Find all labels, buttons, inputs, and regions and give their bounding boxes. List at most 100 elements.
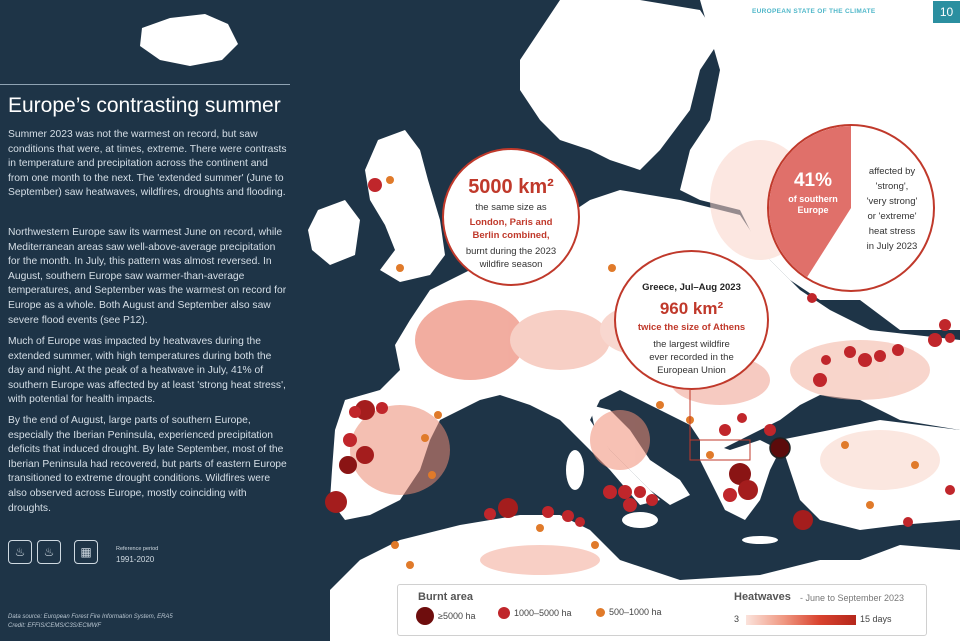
burnt-marker <box>618 485 632 499</box>
burnt-marker <box>892 344 904 356</box>
heatwave-area <box>415 300 525 380</box>
burnt-marker <box>536 524 544 532</box>
burnt-marker <box>729 463 751 485</box>
paragraph-1: Summer 2023 was not the warmest on recor… <box>8 129 287 199</box>
burnt-marker <box>368 178 382 192</box>
burnt-marker <box>608 264 616 272</box>
paragraph-2: Northwestern Europe saw its warmest June… <box>8 227 287 326</box>
heat-stress-desc-3: 'very strong' <box>866 196 918 207</box>
heat-stress-percent: 41% <box>793 170 833 191</box>
burnt-area-line1: the same size as <box>475 202 547 213</box>
burnt-area-value: 5000 km² <box>468 176 554 198</box>
paragraph-3: Much of Europe was impacted by heatwaves… <box>8 336 286 406</box>
legend-large-label: ≥5000 ha <box>438 611 476 621</box>
heatwave-area <box>350 405 450 495</box>
legend-heat-min: 3 <box>734 614 740 624</box>
legend-heat-ramp <box>746 615 856 625</box>
burnt-area-highlight-2: Berlin combined, <box>472 230 550 241</box>
burnt-marker <box>591 541 599 549</box>
heat-stress-fraction-segment <box>769 126 851 279</box>
greece-title: Greece, Jul–Aug 2023 <box>642 282 741 293</box>
iceland-land <box>140 14 238 66</box>
legend-medium-dot-icon <box>498 607 510 619</box>
heat-stress-percent-label-2: Europe <box>797 205 829 215</box>
burnt-marker <box>737 413 747 423</box>
legend-medium-label: 1000–5000 ha <box>514 608 572 618</box>
legend-large-dot-icon <box>416 607 434 625</box>
legend-item-medium: 1000–5000 ha <box>498 607 572 619</box>
burnt-marker <box>428 471 436 479</box>
burnt-marker <box>356 446 374 464</box>
burnt-marker <box>498 498 518 518</box>
burnt-marker <box>434 411 442 419</box>
greece-desc-3: European Union <box>657 365 726 376</box>
greece-value: 960 km² <box>659 299 724 318</box>
crete-land <box>742 536 778 544</box>
burnt-marker <box>723 488 737 502</box>
burnt-marker <box>396 264 404 272</box>
burnt-marker <box>623 498 637 512</box>
burnt-marker <box>562 510 574 522</box>
burnt-marker <box>858 353 872 367</box>
legend-small-dot-icon <box>596 607 605 617</box>
burnt-marker <box>343 433 357 447</box>
britain-land <box>365 130 445 282</box>
burnt-marker <box>844 346 856 358</box>
calendar-icon: ▦ <box>74 540 98 564</box>
header-rule <box>0 84 290 85</box>
heat-stress-desc: affected by 'strong', 'very strong' or '… <box>853 164 931 254</box>
burnt-marker <box>603 485 617 499</box>
legend-heat-sub: - June to September 2023 <box>800 593 905 603</box>
credit: Credit: EFFIS/CEMS/C3S/ECMWF <box>8 623 102 629</box>
heat-stress-desc-4: or 'extreme' <box>867 211 917 222</box>
heatwave-area <box>820 430 940 490</box>
legend-item-small: 500–1000 ha <box>596 607 662 617</box>
legend-burnt-title: Burnt area <box>418 591 474 603</box>
burnt-marker <box>719 424 731 436</box>
burnt-marker <box>769 437 791 459</box>
burnt-marker <box>813 373 827 387</box>
legend-item-large: ≥5000 ha <box>416 607 475 625</box>
heat-stress-fraction-chart <box>769 126 851 279</box>
legend-small-label: 500–1000 ha <box>609 607 662 617</box>
burnt-marker <box>349 406 361 418</box>
burnt-marker <box>928 333 942 347</box>
heat-stress-desc-5: heat stress <box>868 226 916 237</box>
greece-wildfire-callout: Greece, Jul–Aug 2023 960 km² twice the s… <box>614 250 769 390</box>
burnt-marker <box>575 517 585 527</box>
fire-icon: ♨ <box>37 540 61 564</box>
burnt-marker <box>764 424 776 436</box>
burnt-marker <box>484 508 496 520</box>
burnt-marker <box>939 319 951 331</box>
burnt-marker <box>793 510 813 530</box>
paragraph-4: By the end of August, large parts of sou… <box>8 415 287 514</box>
heat-stress-desc-2: 'strong', <box>875 181 909 192</box>
heat-stress-desc-1: affected by <box>868 166 916 177</box>
burnt-marker <box>376 402 388 414</box>
reference-value: 1991-2020 <box>116 555 155 564</box>
page-title: Europe’s contrasting summer <box>8 94 281 117</box>
burnt-marker <box>421 434 429 442</box>
burnt-area-callout: 5000 km² the same size as London, Paris … <box>442 148 580 286</box>
ireland-land <box>308 200 360 265</box>
burnt-markers <box>325 176 955 569</box>
greece-desc-2: ever recorded in the <box>649 352 734 363</box>
heatwave-area <box>790 340 930 400</box>
burnt-marker <box>646 494 658 506</box>
indicator-icons: ♨ ♨ ▦ <box>8 540 98 564</box>
heatwave-area <box>480 545 600 575</box>
burnt-marker <box>911 461 919 469</box>
reference-period: Reference period 1991-2020 <box>116 546 158 564</box>
burnt-marker <box>738 480 758 500</box>
burnt-area-highlight: London, Paris and Berlin combined, <box>444 216 578 242</box>
burnt-marker <box>706 451 714 459</box>
burnt-marker <box>945 333 955 343</box>
heat-stress-callout: 41% of southern Europe affected by 'stro… <box>767 124 935 292</box>
sardinia-land <box>566 450 584 490</box>
legend-heat-title: Heatwaves <box>734 591 791 603</box>
greece-desc-1: the largest wildfire <box>653 339 730 350</box>
burnt-marker <box>339 456 357 474</box>
heatwave-area <box>590 410 650 470</box>
burnt-marker <box>391 541 399 549</box>
greece-callout-box <box>689 439 751 461</box>
